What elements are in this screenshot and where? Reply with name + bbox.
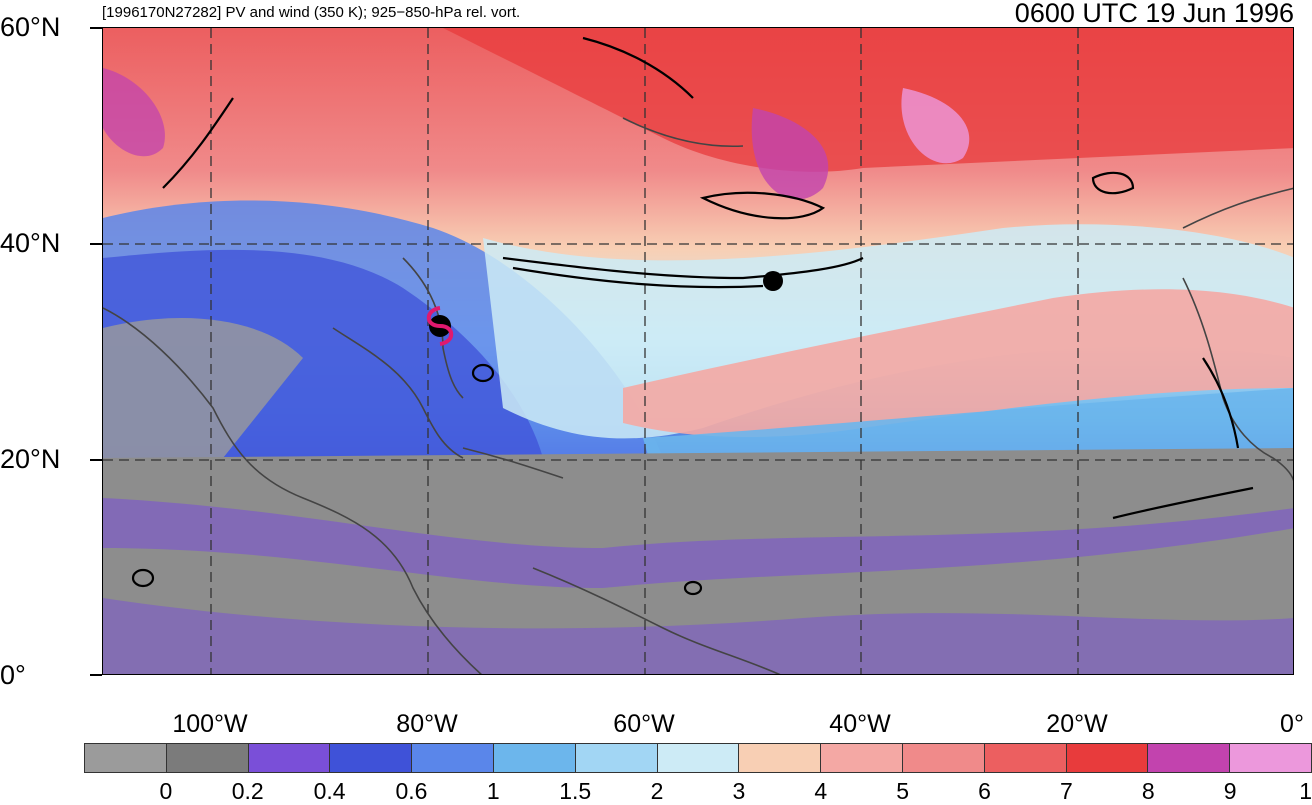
vorticity-contour-1	[502, 256, 864, 280]
lat-label-20n: 20°N	[0, 444, 61, 474]
colorbar-swatch	[1148, 744, 1231, 772]
colorbar-tick-label: 0.4	[313, 778, 346, 804]
colorbar-swatch	[1066, 744, 1149, 772]
pv-maximum-3	[103, 68, 165, 157]
lon-label-0: 0°	[1280, 710, 1304, 738]
pv-maximum-2	[901, 88, 970, 164]
lat-tick	[90, 459, 102, 461]
vorticity-contour-7	[1112, 486, 1254, 520]
colorbar-swatch	[575, 744, 658, 772]
colorbar-tick-label: 1	[486, 778, 500, 804]
pv-maximum-1	[751, 108, 829, 200]
coast-iberia	[1182, 187, 1293, 229]
colorbar-swatch	[984, 744, 1067, 772]
vorticity-contour-4	[699, 191, 826, 220]
lon-label-20w: 20°W	[1046, 710, 1108, 738]
colorbar-swatch	[821, 744, 903, 772]
colorbar-tick-label: 9	[1223, 778, 1237, 804]
colorbar-swatch	[902, 744, 985, 772]
vorticity-contour-5	[1091, 171, 1135, 195]
lon-label-100w: 100°W	[172, 710, 248, 738]
vorticity-contour-6	[1202, 357, 1240, 449]
colorbar-tick-label: 0.2	[231, 778, 264, 804]
coast-south-america	[532, 567, 781, 674]
colorbar-tick-label: 2	[650, 778, 664, 804]
colorbar-tick-label: 0.6	[395, 778, 428, 804]
pv-colorbar	[84, 743, 1312, 773]
colorbar-swatch	[412, 744, 494, 772]
coastlines	[103, 117, 1293, 674]
colorbar-tick-label: 5	[896, 778, 910, 804]
colorbar-swatch	[1230, 744, 1311, 772]
lat-tick	[90, 243, 102, 245]
coast-central-america	[103, 307, 482, 674]
tropical-cyclone-icon	[426, 306, 454, 346]
lat-tick	[90, 674, 102, 676]
map-subtitle: [1996170N27282] PV and wind (350 K); 925…	[102, 4, 521, 21]
colorbar-swatch	[739, 744, 822, 772]
lat-tick	[90, 27, 102, 29]
lon-label-40w: 40°W	[829, 710, 891, 738]
vorticity-contour-2	[512, 266, 764, 289]
colorbar-tick-label: 8	[1141, 778, 1155, 804]
coast-canada	[622, 117, 744, 148]
coast-gulf	[332, 327, 464, 459]
pv-region-salmon	[623, 289, 1293, 438]
colorbar-swatch	[330, 744, 413, 772]
colorbar-tick-label: 7	[1059, 778, 1073, 804]
colorbar-tick-label: 1.5	[559, 778, 592, 804]
colorbar-tick-label: 3	[732, 778, 746, 804]
coast-africa	[1182, 277, 1293, 482]
vorticity-contours	[131, 36, 1254, 596]
colorbar-tick-label: 0	[159, 778, 173, 804]
vorticity-contour-3	[582, 36, 694, 99]
black-dot	[763, 271, 783, 291]
map-timestamp: 0600 UTC 19 Jun 1996	[1014, 0, 1294, 28]
graticule	[103, 28, 1293, 674]
colorbar-swatch	[85, 744, 167, 772]
colorbar-tick-label: 10	[1299, 778, 1312, 804]
lon-label-80w: 80°W	[396, 710, 458, 738]
pv-wind-map	[103, 28, 1293, 674]
coast-cuba	[462, 447, 564, 479]
pv-region-gray-west	[103, 318, 303, 458]
colorbar-swatch	[493, 744, 576, 772]
lat-label-0: 0°	[0, 660, 26, 690]
colorbar-tick-label: 6	[978, 778, 991, 804]
colorbar-swatch	[166, 744, 249, 772]
vorticity-contour-9	[471, 363, 495, 383]
lat-label-40n: 40°N	[0, 228, 61, 258]
pv-region-violet-south	[103, 598, 1293, 674]
vorticity-contour-10	[683, 580, 703, 596]
vorticity-contour-11	[131, 568, 155, 588]
lat-label-60n: 60°N	[0, 12, 61, 42]
colorbar-tick-label: 4	[814, 778, 828, 804]
colorbar-swatch	[657, 744, 740, 772]
vorticity-contour-8	[162, 97, 234, 189]
pv-region-red-north	[443, 28, 1293, 172]
colorbar-swatch	[248, 744, 331, 772]
lon-label-60w: 60°W	[613, 710, 675, 738]
map-panel	[102, 27, 1294, 675]
